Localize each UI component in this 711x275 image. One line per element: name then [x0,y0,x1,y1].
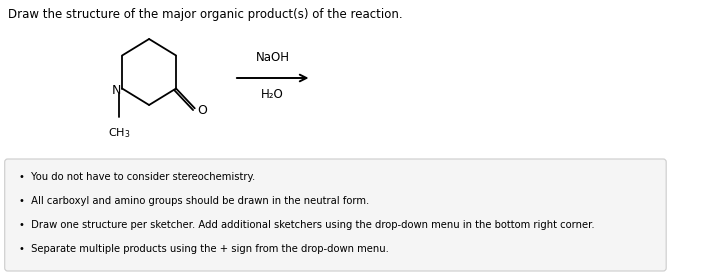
Text: •  You do not have to consider stereochemistry.: • You do not have to consider stereochem… [19,172,255,182]
Text: H₂O: H₂O [262,88,284,101]
Text: CH$_3$: CH$_3$ [108,126,131,140]
Text: O: O [198,104,207,117]
Text: N: N [112,84,121,97]
Text: •  All carboxyl and amino groups should be drawn in the neutral form.: • All carboxyl and amino groups should b… [19,196,369,206]
FancyBboxPatch shape [5,159,666,271]
Text: Draw the structure of the major organic product(s) of the reaction.: Draw the structure of the major organic … [8,8,402,21]
Text: •  Separate multiple products using the + sign from the drop-down menu.: • Separate multiple products using the +… [19,244,389,254]
Text: •  Draw one structure per sketcher. Add additional sketchers using the drop-down: • Draw one structure per sketcher. Add a… [19,220,594,230]
Text: NaOH: NaOH [256,51,289,64]
